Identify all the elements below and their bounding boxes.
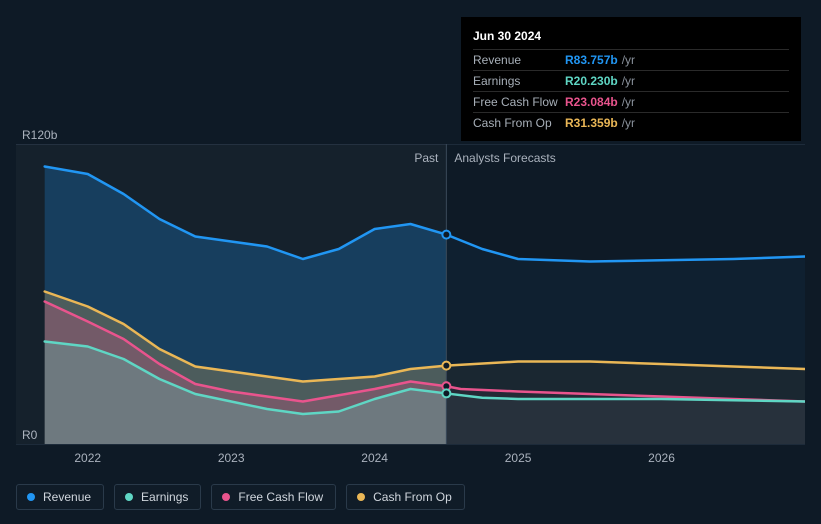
legend-item-label: Earnings: [141, 490, 188, 504]
legend-item-cash-from-op[interactable]: Cash From Op: [346, 484, 465, 510]
tooltip-row-label: Cash From Op: [473, 116, 565, 130]
x-axis-label: 2025: [505, 451, 532, 465]
legend-item-revenue[interactable]: Revenue: [16, 484, 104, 510]
tooltip-row-unit: /yr: [622, 74, 635, 88]
x-axis-label: 2024: [361, 451, 388, 465]
grid-line: [16, 444, 805, 445]
tooltip-row: Free Cash FlowR23.084b /yr: [473, 92, 789, 113]
area-chart[interactable]: [16, 144, 805, 444]
tooltip-row-label: Revenue: [473, 53, 565, 67]
tooltip-row-value: R20.230b: [565, 74, 618, 88]
legend-dot-icon: [357, 493, 365, 501]
tooltip-row-value: R31.359b: [565, 116, 618, 130]
x-axis-label: 2023: [218, 451, 245, 465]
tooltip-row-unit: /yr: [622, 116, 635, 130]
tooltip-row-label: Free Cash Flow: [473, 95, 565, 109]
legend-item-free-cash-flow[interactable]: Free Cash Flow: [211, 484, 336, 510]
y-axis-label: R120b: [22, 128, 57, 142]
legend-item-label: Free Cash Flow: [238, 490, 323, 504]
legend-dot-icon: [125, 493, 133, 501]
tooltip-row-unit: /yr: [622, 95, 635, 109]
legend-dot-icon: [222, 493, 230, 501]
tooltip-row-value: R23.084b: [565, 95, 618, 109]
tooltip-row: EarningsR20.230b /yr: [473, 71, 789, 92]
x-axis-label: 2026: [648, 451, 675, 465]
tooltip-title: Jun 30 2024: [473, 25, 789, 50]
x-axis: 2022 2023 2024 2025 2026: [16, 451, 805, 471]
hover-tooltip: Jun 30 2024 RevenueR83.757b /yrEarningsR…: [461, 17, 801, 141]
tooltip-row-unit: /yr: [622, 53, 635, 67]
tooltip-row-label: Earnings: [473, 74, 565, 88]
tooltip-row: RevenueR83.757b /yr: [473, 50, 789, 71]
tooltip-row-value: R83.757b: [565, 53, 618, 67]
chart-container: Jun 30 2024 RevenueR83.757b /yrEarningsR…: [0, 0, 821, 524]
legend-item-label: Revenue: [43, 490, 91, 504]
legend-item-label: Cash From Op: [373, 490, 452, 504]
legend: Revenue Earnings Free Cash Flow Cash From O…: [16, 484, 465, 510]
legend-dot-icon: [27, 493, 35, 501]
legend-item-earnings[interactable]: Earnings: [114, 484, 201, 510]
tooltip-row: Cash From OpR31.359b /yr: [473, 113, 789, 133]
x-axis-label: 2022: [74, 451, 101, 465]
